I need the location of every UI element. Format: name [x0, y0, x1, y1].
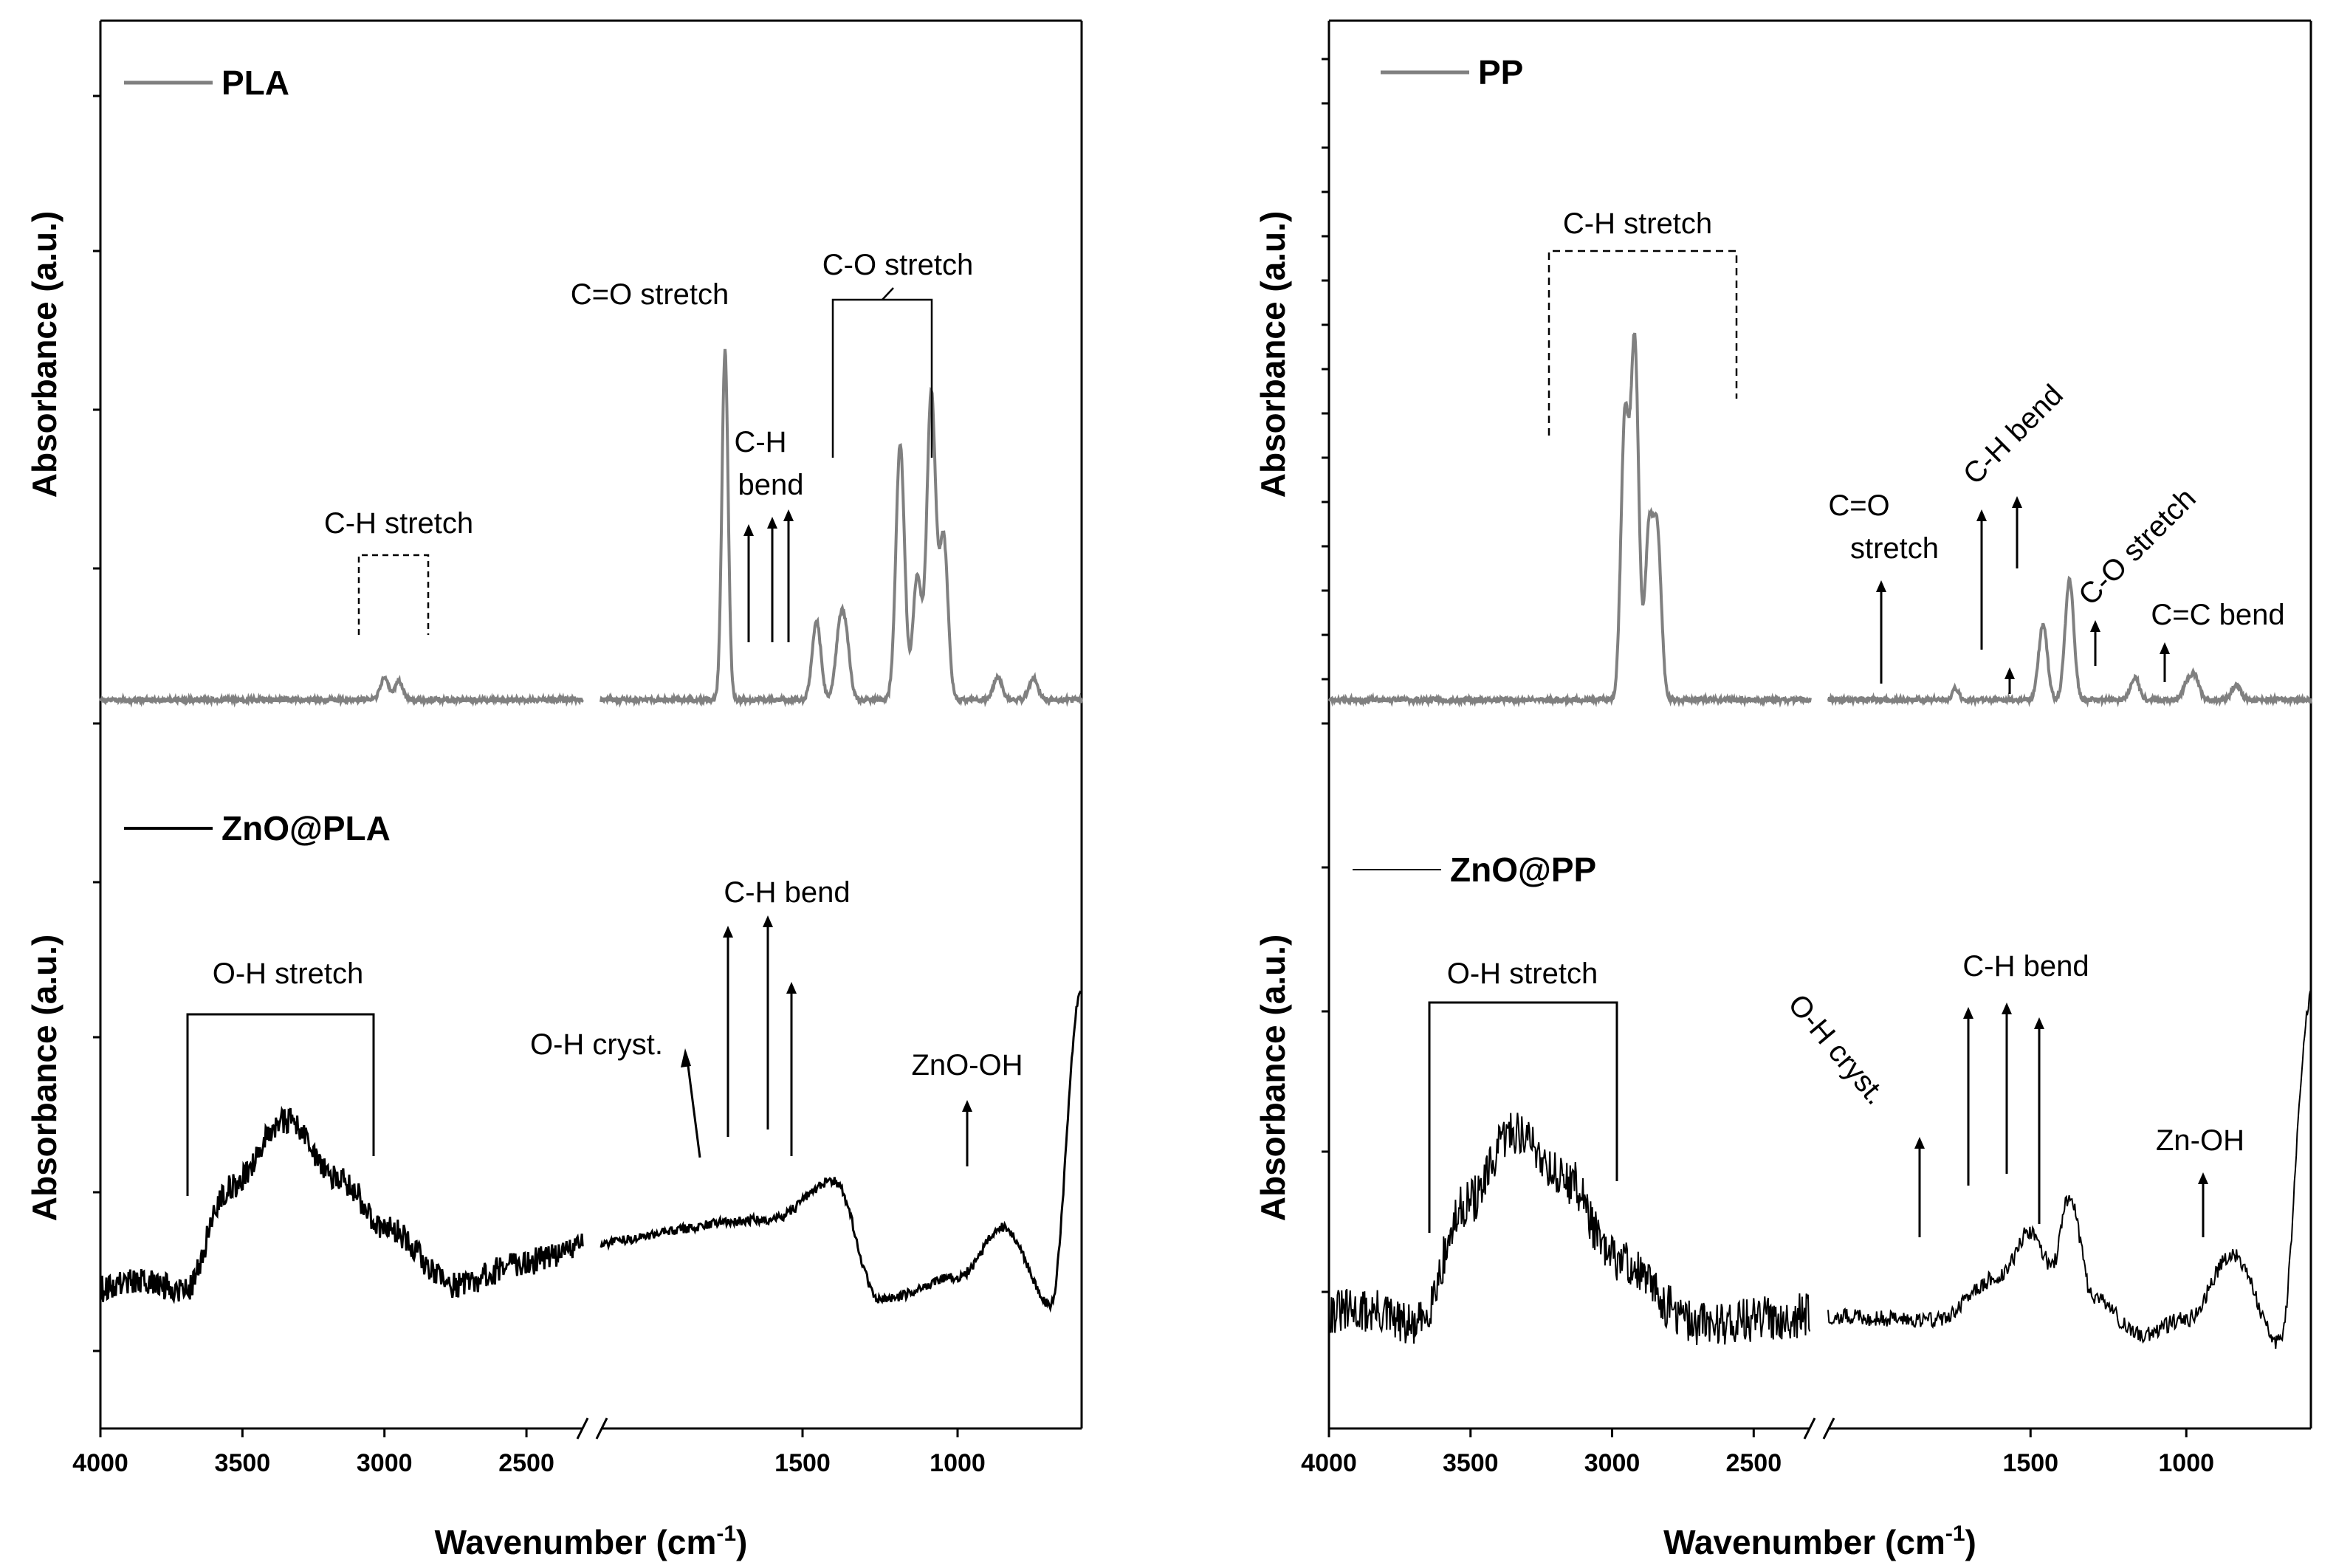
- series-line-zno-pla: [99, 990, 1082, 1313]
- x-tick-label: 4000: [1301, 1449, 1357, 1477]
- x-tick-label: 1000: [2158, 1449, 2214, 1477]
- annotation-c-o-stretch-pp: C-O stretch: [2072, 482, 2202, 612]
- x-tick-label: 3500: [215, 1449, 271, 1477]
- x-tick-label: 3000: [1584, 1449, 1641, 1477]
- axis-break-mark: [576, 1417, 589, 1440]
- annotation-ch-bend-pp-bottom: C-H bend: [1962, 950, 2089, 983]
- annotation-ch-bend-1: C-H: [734, 426, 786, 458]
- legend-pla-label: PLA: [221, 63, 289, 102]
- annotation-oh-stretch-pp: O-H stretch: [1447, 957, 1598, 990]
- bracket-c-o-stretch: [831, 298, 933, 458]
- annotation-oh-cryst-pp: O-H cryst.: [1782, 988, 1892, 1111]
- annotation-cc-bend: C=C bend: [2151, 599, 2284, 631]
- arrow-ch-bend-pp-b-head: [2002, 1003, 2012, 1014]
- bracket-oh-stretch: [186, 1013, 375, 1196]
- x-tick-label: 3000: [357, 1449, 413, 1477]
- series-line-pla: [99, 348, 1083, 708]
- arrow-ch-bend-pp-2-head: [2012, 496, 2022, 508]
- x-axis-title: Wavenumber (cm-1): [435, 1521, 748, 1561]
- bracket-ch-stretch: [357, 554, 430, 635]
- arrow-oh-cryst-head: [681, 1048, 691, 1067]
- annotation-co-1: C=O: [1828, 489, 1889, 522]
- arrow-ch-bend-1-head: [743, 524, 754, 536]
- arrow-cc-bend-head: [2160, 642, 2170, 654]
- annotation-ch-bend-2: bend: [738, 469, 804, 501]
- arrow-zno-oh-head: [962, 1100, 972, 1112]
- annotation-co-stretch: C=O stretch: [571, 278, 729, 311]
- arrow-ch-bend-3-head: [783, 509, 794, 521]
- annotation-oh-cryst: O-H cryst.: [530, 1028, 663, 1061]
- panel-right-pp: 4000 3500 3000 2500 1500 1000 Wavenumber (cm-1…: [1254, 19, 2312, 1561]
- y-axis-title-top: Absorbance (a.u.): [25, 211, 63, 498]
- bracket-oh-stretch-pp: [1428, 1001, 1618, 1233]
- x-tick-label: 2500: [1725, 1449, 1782, 1477]
- annotation-c-o-stretch: C-O stretch: [822, 249, 973, 281]
- arrow-zn-oh-head: [2198, 1172, 2208, 1184]
- x-tick-label: 1500: [2002, 1449, 2058, 1477]
- annotation-co-2: stretch: [1850, 532, 1939, 565]
- arrow-ch-bend-2-head: [767, 517, 777, 529]
- arrow-oh-cryst-pp-head: [1914, 1137, 1925, 1149]
- x-tick-label: 2500: [498, 1449, 554, 1477]
- arrow-c-o-pp-head: [2090, 620, 2100, 632]
- x-tick-label: 1500: [774, 1449, 831, 1477]
- x-tick-label: 1000: [930, 1449, 986, 1477]
- y-axis-title-bottom: Absorbance (a.u.): [25, 935, 63, 1222]
- axis-break-mark: [1803, 1417, 1816, 1440]
- annotation-ch-bend: C-H bend: [724, 876, 850, 909]
- bracket-ch-stretch-pp: [1547, 250, 1738, 436]
- x-axis-title-close: ): [1965, 1523, 1976, 1561]
- axis-break-mark: [595, 1417, 608, 1440]
- arrow-ch-bend-b-head: [763, 915, 773, 927]
- x-tick-label: 3500: [1443, 1449, 1499, 1477]
- annotation-zno-oh: ZnO-OH: [911, 1049, 1023, 1082]
- arrow-oh-cryst: [686, 1059, 701, 1158]
- x-axis-title: Wavenumber (cm-1): [1663, 1521, 1976, 1561]
- legend-pp-label: PP: [1478, 53, 1523, 92]
- y-axis-title-top: Absorbance (a.u.): [1254, 211, 1292, 498]
- arrow-ch-bend-pp-3-head: [2005, 667, 2015, 679]
- x-tick-label: 4000: [72, 1449, 128, 1477]
- arrow-ch-bend-pp-a-head: [1963, 1007, 1973, 1019]
- arrow-ch-bend-c-head: [786, 982, 797, 994]
- legend-zno-pp-label: ZnO@PP: [1450, 850, 1596, 889]
- annotation-ch-stretch-pp: C-H stretch: [1563, 207, 1712, 240]
- arrow-ch-bend-pp-1-head: [1976, 509, 1987, 521]
- x-axis-title-close: ): [736, 1523, 747, 1561]
- x-axis-title-sup: -1: [716, 1521, 736, 1546]
- panel-left-pla: 4000 3500 3000 2500 1500 1000 Wavenumber (cm-1…: [25, 19, 1083, 1561]
- x-axis-title-sup: -1: [1945, 1521, 1965, 1546]
- annotation-ch-bend-pp: C-H bend: [1957, 379, 2069, 491]
- bracket-c-o-stretch-leader: [882, 287, 894, 300]
- y-axis-title-bottom: Absorbance (a.u.): [1254, 935, 1292, 1222]
- arrow-ch-bend-pp-c-head: [2034, 1017, 2044, 1029]
- arrow-co-pp-head: [1876, 580, 1886, 592]
- annotation-zn-oh: Zn-OH: [2156, 1124, 2244, 1157]
- arrow-ch-bend-a-head: [723, 926, 733, 938]
- annotation-ch-stretch: C-H stretch: [324, 507, 473, 540]
- series-line-zno-pp: [1328, 990, 2312, 1349]
- series-line-pp: [1327, 332, 2312, 708]
- annotation-oh-stretch: O-H stretch: [213, 957, 363, 990]
- x-axis-title-main: Wavenumber (cm: [435, 1523, 717, 1561]
- legend-zno-pla-label: ZnO@PLA: [221, 809, 391, 847]
- axis-break-mark: [1822, 1417, 1835, 1440]
- x-axis-title-main: Wavenumber (cm: [1663, 1523, 1945, 1561]
